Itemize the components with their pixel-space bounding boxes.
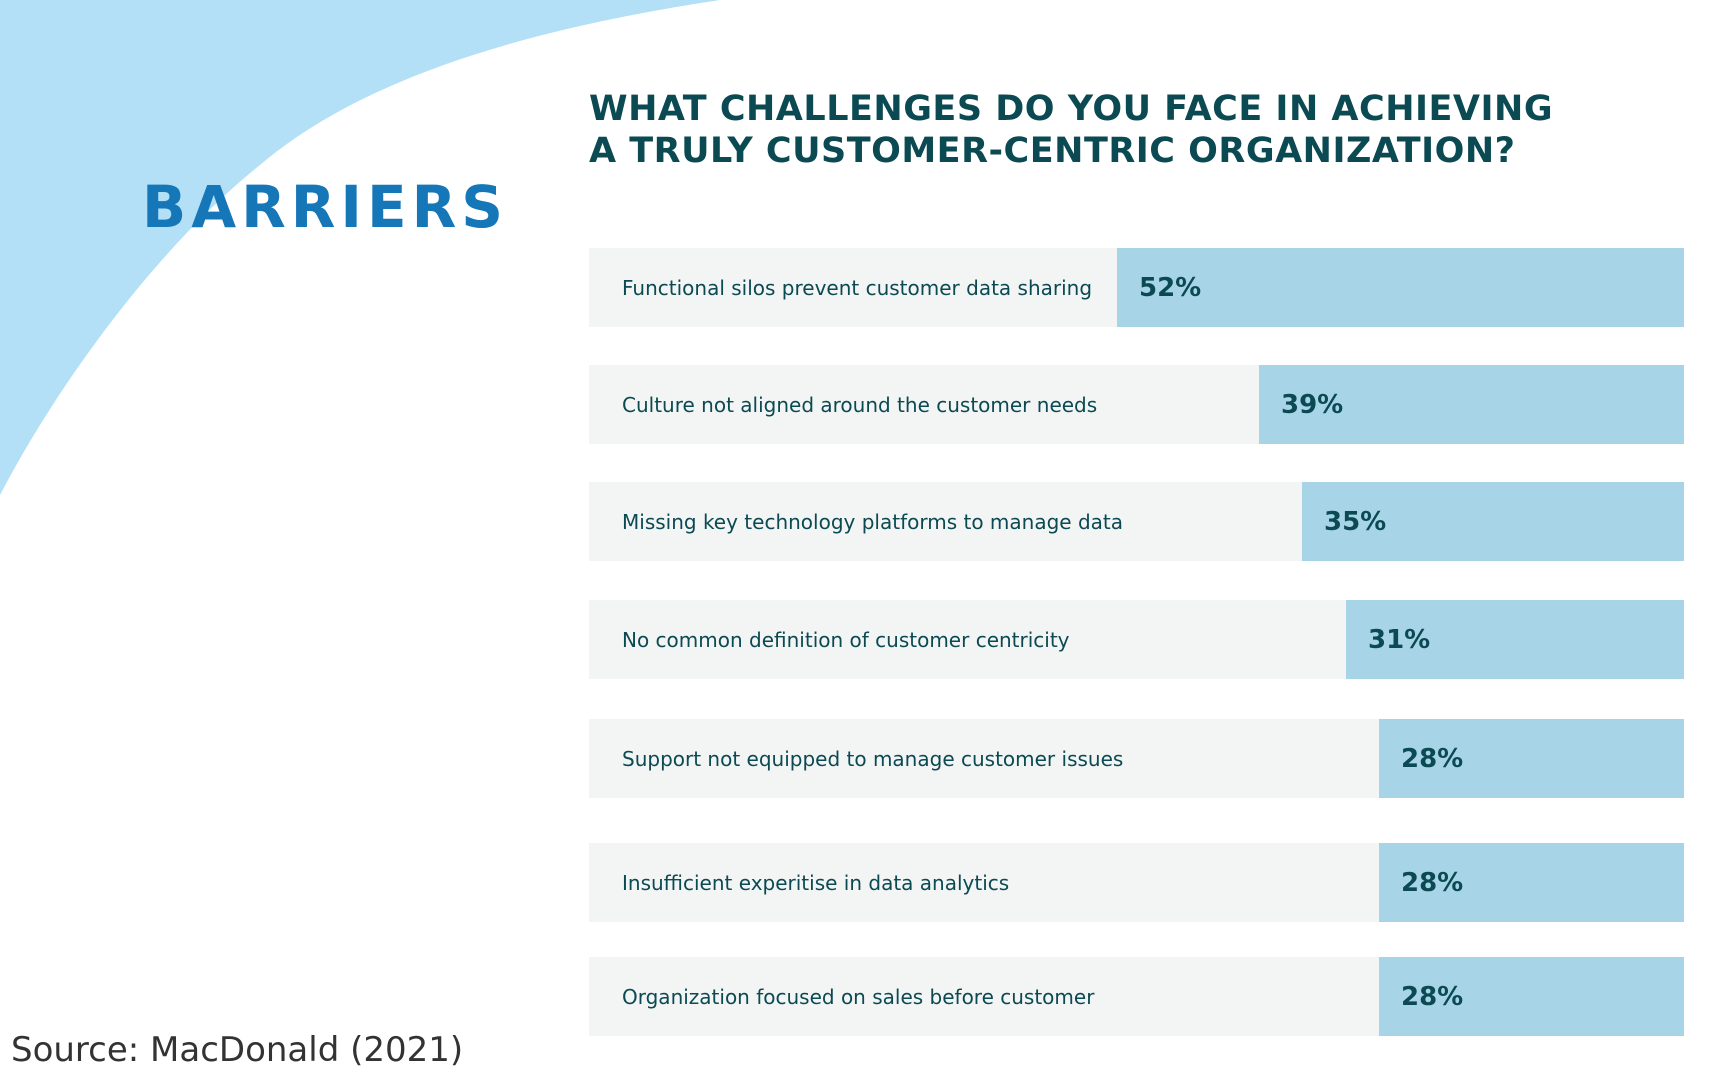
bar-category-label: Culture not aligned around the customer … [622,392,1098,417]
bar-fill [1259,365,1684,444]
chart-title-line-1: WHAT CHALLENGES DO YOU FACE IN ACHIEVING [589,89,1554,129]
bar-row: Insufficient experitise in data analytic… [589,843,1684,922]
bar-category-label: Organization focused on sales before cus… [622,984,1095,1009]
source-note: Source: MacDonald (2021) [11,1030,464,1070]
bar-fill [1346,600,1684,679]
bar-value-label: 39% [1281,389,1344,420]
chart-title-line-2: A TRULY CUSTOMER-CENTRIC ORGANIZATION? [589,131,1516,171]
wave-shape [0,0,720,495]
bar-row: Support not equipped to manage customer … [589,719,1684,798]
section-title: BARRIERS [142,173,509,241]
bar-category-label: Insufficient experitise in data analytic… [622,870,1010,895]
bar-category-label: Missing key technology platforms to mana… [622,509,1123,534]
bar-category-label: Support not equipped to manage customer … [622,746,1124,771]
bar-row: Organization focused on sales before cus… [589,957,1684,1036]
bar-value-label: 28% [1401,981,1464,1012]
bar-row: Functional silos prevent customer data s… [589,248,1684,327]
bar-value-label: 35% [1324,506,1387,537]
bar-value-label: 52% [1139,272,1202,303]
bar-value-label: 28% [1401,867,1464,898]
chart-title: WHAT CHALLENGES DO YOU FACE IN ACHIEVING… [589,88,1589,172]
bar-category-label: No common definition of customer centric… [622,627,1070,652]
bar-value-label: 28% [1401,743,1464,774]
bar-fill [1379,719,1684,798]
bar-fill [1302,482,1684,561]
bar-fill [1379,957,1684,1036]
bar-fill [1117,248,1684,327]
bar-row: No common definition of customer centric… [589,600,1684,679]
bar-row: Culture not aligned around the customer … [589,365,1684,444]
bar-category-label: Functional silos prevent customer data s… [622,275,1093,300]
bar-fill [1379,843,1684,922]
bar-row: Missing key technology platforms to mana… [589,482,1684,561]
bar-value-label: 31% [1368,624,1431,655]
